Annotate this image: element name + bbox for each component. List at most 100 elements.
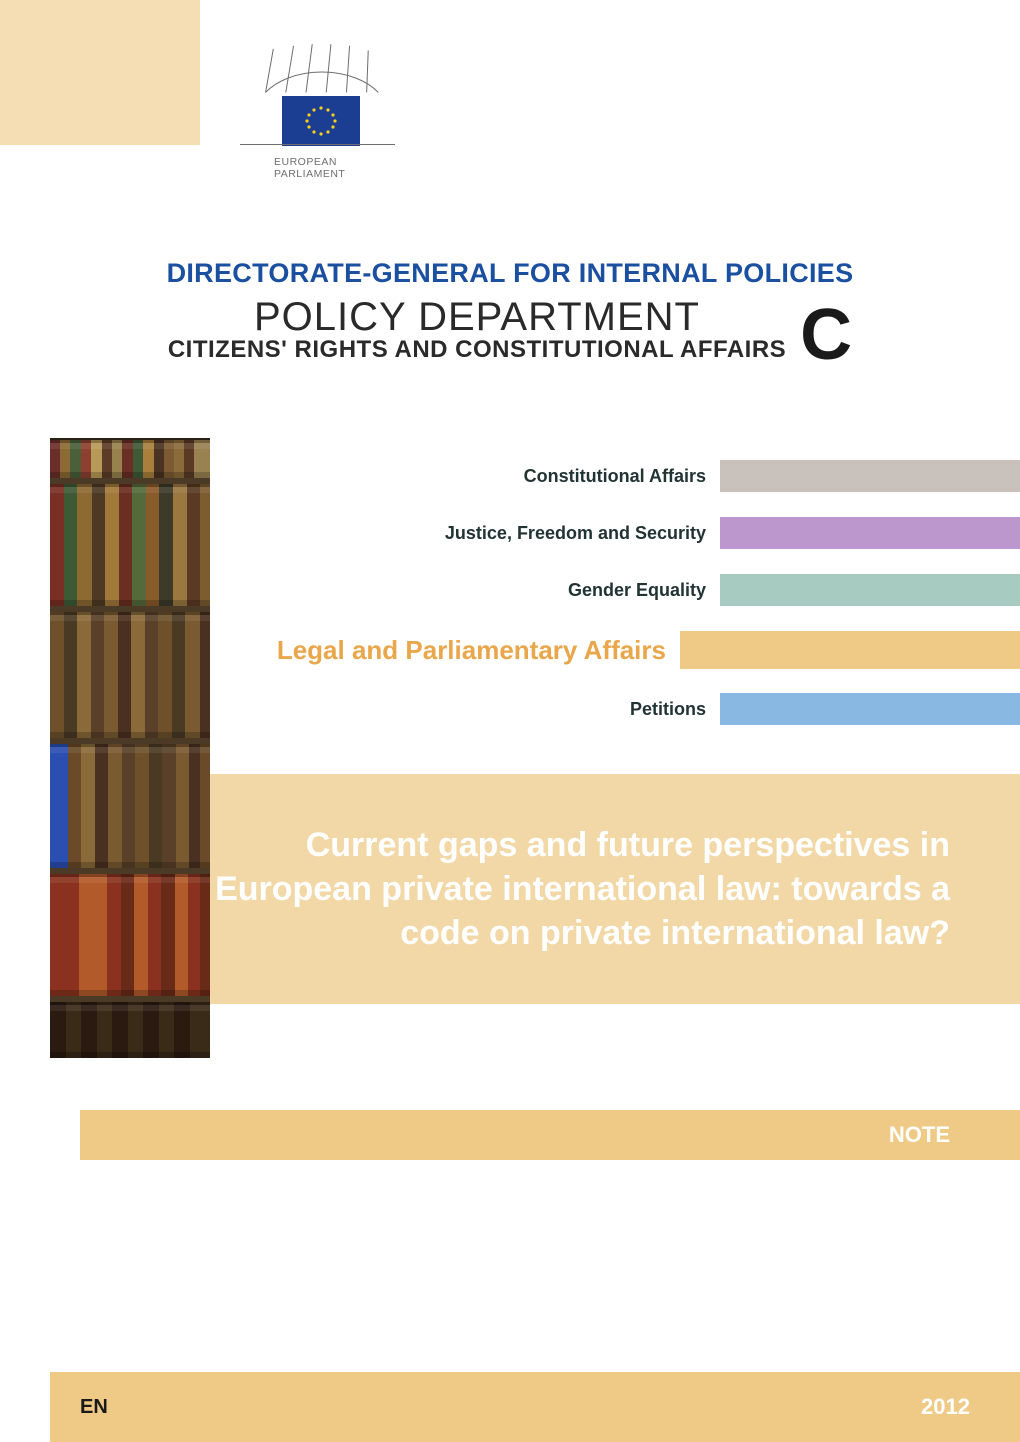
- book-spine: [184, 440, 194, 478]
- corner-block: [0, 0, 200, 145]
- category-label: Gender Equality: [568, 580, 706, 601]
- book-spine: [95, 744, 108, 868]
- book-row: [50, 874, 210, 996]
- book-spine: [190, 1002, 210, 1058]
- book-spine: [50, 744, 68, 868]
- book-spine: [68, 744, 81, 868]
- book-spine: [91, 612, 104, 738]
- book-row: [50, 1002, 210, 1058]
- book-spine: [66, 1002, 81, 1058]
- book-spine: [185, 612, 200, 738]
- eu-flag-icon: [282, 96, 360, 146]
- shelf-board: [50, 606, 210, 612]
- book-spine: [161, 874, 175, 996]
- shelf-board: [50, 996, 210, 1002]
- book-spine: [122, 440, 133, 478]
- footer-year: 2012: [921, 1394, 970, 1420]
- dept-letter: C: [800, 303, 852, 368]
- book-spine: [77, 612, 91, 738]
- book-spine: [60, 440, 70, 478]
- bookshelf-image: [50, 438, 210, 1058]
- logo-rule: [240, 144, 395, 145]
- book-spine: [77, 484, 92, 606]
- category-label: Constitutional Affairs: [524, 466, 706, 487]
- logo-caption: EUROPEAN PARLIAMENT: [274, 156, 410, 180]
- ep-logo: EUROPEAN PARLIAMENT: [240, 38, 410, 113]
- footer-language: EN: [80, 1396, 108, 1419]
- category-bar: [720, 517, 1020, 549]
- book-spine: [91, 440, 102, 478]
- book-spine: [112, 1002, 128, 1058]
- book-spine: [93, 874, 107, 996]
- book-spine: [173, 484, 187, 606]
- book-spine: [148, 874, 161, 996]
- book-row: [50, 484, 210, 606]
- document-title: Current gaps and future perspectives in …: [210, 823, 950, 956]
- book-spine: [107, 874, 121, 996]
- category-row: Constitutional Affairs: [524, 460, 1020, 492]
- book-spine: [50, 612, 64, 738]
- note-strip: NOTE: [80, 1110, 1020, 1160]
- category-bar: [720, 574, 1020, 606]
- category-label: Petitions: [630, 699, 706, 720]
- book-spine: [70, 440, 81, 478]
- book-spine: [149, 744, 162, 868]
- book-spine: [119, 484, 132, 606]
- book-spine: [176, 744, 189, 868]
- book-spine: [105, 484, 119, 606]
- book-spine: [200, 744, 210, 868]
- header-block: DIRECTORATE-GENERAL FOR INTERNAL POLICIE…: [0, 258, 1020, 364]
- book-spine: [189, 744, 200, 868]
- book-spine: [174, 440, 184, 478]
- category-label: Justice, Freedom and Security: [445, 523, 706, 544]
- category-row: Gender Equality: [568, 574, 1020, 606]
- shelf-board: [50, 738, 210, 744]
- book-spine: [50, 440, 60, 478]
- book-spine: [200, 874, 210, 996]
- book-spine: [50, 1002, 66, 1058]
- book-spine: [118, 612, 131, 738]
- note-label: NOTE: [889, 1122, 950, 1148]
- category-bar: [680, 631, 1020, 669]
- book-spine: [200, 484, 210, 606]
- book-row: [50, 612, 210, 738]
- book-spine: [172, 612, 185, 738]
- book-spine: [164, 440, 174, 478]
- book-spine: [158, 612, 172, 738]
- book-spine: [64, 484, 77, 606]
- directorate-line: DIRECTORATE-GENERAL FOR INTERNAL POLICIE…: [0, 258, 1020, 289]
- footer-bar: EN 2012: [50, 1372, 1020, 1442]
- book-spine: [194, 440, 210, 478]
- book-row: [50, 744, 210, 868]
- book-spine: [159, 484, 173, 606]
- book-spine: [135, 744, 149, 868]
- book-spine: [187, 484, 200, 606]
- book-spine: [146, 484, 159, 606]
- book-spine: [121, 874, 134, 996]
- book-spine: [65, 874, 79, 996]
- book-spine: [162, 744, 176, 868]
- book-spine: [175, 874, 188, 996]
- dept-subtitle: CITIZENS' RIGHTS AND CONSTITUTIONAL AFFA…: [168, 336, 786, 364]
- book-spine: [79, 874, 93, 996]
- shelf-board: [50, 478, 210, 484]
- book-spine: [188, 874, 200, 996]
- shelf-board: [50, 868, 210, 874]
- book-spine: [81, 440, 91, 478]
- book-spine: [81, 1002, 97, 1058]
- book-spine: [133, 440, 143, 478]
- book-spine: [108, 744, 122, 868]
- book-spine: [104, 612, 118, 738]
- category-label: Legal and Parliamentary Affairs: [277, 635, 666, 666]
- category-row: Justice, Freedom and Security: [445, 517, 1020, 549]
- category-row: Legal and Parliamentary Affairs: [277, 631, 1020, 669]
- policy-dept-line: POLICY DEPARTMENT: [168, 295, 786, 340]
- book-spine: [102, 440, 112, 478]
- book-spine: [112, 440, 122, 478]
- book-spine: [81, 744, 95, 868]
- book-spine: [143, 440, 154, 478]
- book-spine: [132, 484, 146, 606]
- book-spine: [143, 1002, 159, 1058]
- book-spine: [50, 874, 65, 996]
- book-spine: [154, 440, 164, 478]
